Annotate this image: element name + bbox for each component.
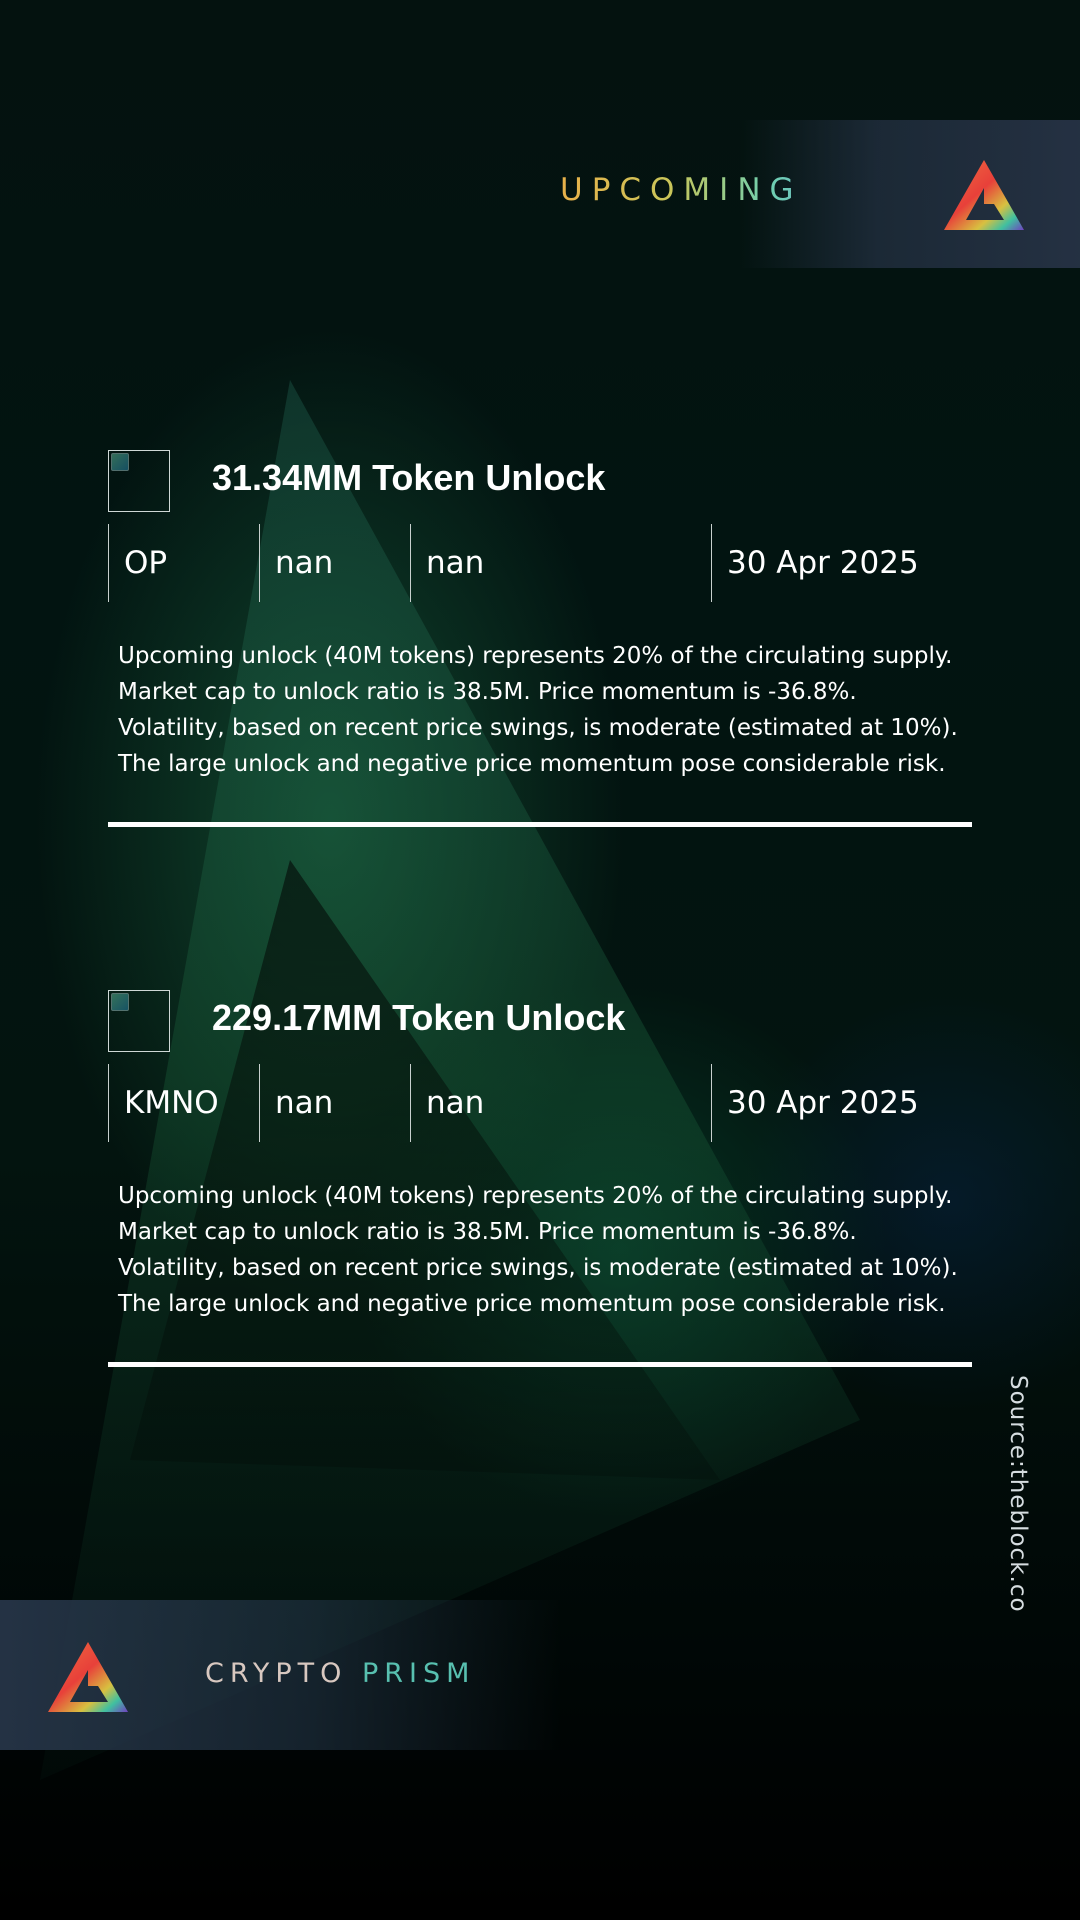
header-title: UPCOMING xyxy=(560,172,880,208)
unlock-date: 30 Apr 2025 xyxy=(711,524,972,602)
prism-logo-icon xyxy=(944,160,1024,230)
unlock-title: 31.34MM Token Unlock xyxy=(212,457,606,498)
token-field-a: nan xyxy=(259,1064,410,1142)
token-field-a: nan xyxy=(259,524,410,602)
card-divider xyxy=(108,1362,972,1367)
unlock-card-header: 229.17MM Token Unlock xyxy=(108,990,972,1054)
header-band xyxy=(740,120,1080,268)
source-label: Source:theblock.co xyxy=(1005,1375,1031,1613)
brand-name-part1: CRYPTO xyxy=(205,1658,348,1689)
footer-brand: CRYPTO PRISM xyxy=(205,1658,475,1689)
token-field-b: nan xyxy=(410,524,711,602)
unlock-date: 30 Apr 2025 xyxy=(711,1064,972,1142)
token-image-icon xyxy=(108,450,170,512)
unlock-card: 31.34MM Token Unlock OP nan nan 30 Apr 2… xyxy=(108,450,972,827)
unlock-description: Upcoming unlock (40M tokens) represents … xyxy=(118,643,958,777)
prism-logo-icon xyxy=(48,1642,128,1712)
token-image-icon xyxy=(108,990,170,1052)
token-symbol: KMNO xyxy=(108,1064,259,1142)
unlock-meta-row: OP nan nan 30 Apr 2025 xyxy=(108,524,972,602)
card-divider xyxy=(108,822,972,827)
unlock-description: Upcoming unlock (40M tokens) represents … xyxy=(118,1183,958,1317)
unlock-card-header: 31.34MM Token Unlock xyxy=(108,450,972,514)
unlock-title: 229.17MM Token Unlock xyxy=(212,997,626,1038)
unlock-meta-row: KMNO nan nan 30 Apr 2025 xyxy=(108,1064,972,1142)
token-field-b: nan xyxy=(410,1064,711,1142)
unlock-card: 229.17MM Token Unlock KMNO nan nan 30 Ap… xyxy=(108,990,972,1367)
token-symbol: OP xyxy=(108,524,259,602)
brand-name-part2: PRISM xyxy=(362,1658,476,1689)
